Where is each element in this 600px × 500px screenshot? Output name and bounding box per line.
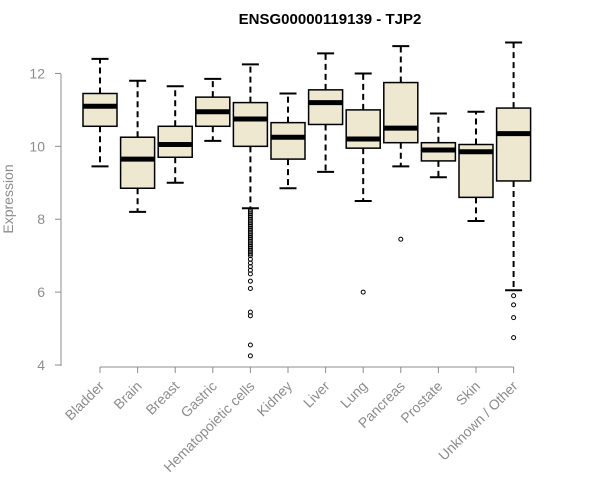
- y-tick-label: 4: [37, 357, 45, 373]
- outlier-point: [247, 342, 253, 348]
- box-liver: [307, 52, 344, 173]
- box-bladder: [82, 57, 118, 168]
- x-tick-label: Kidney: [254, 378, 296, 420]
- x-tick-label: Brain: [110, 378, 144, 412]
- outlier-point: [360, 289, 366, 295]
- box-pancreas: [383, 45, 419, 242]
- y-axis-ticks: 4 6 8 10 12: [29, 65, 61, 373]
- outlier-point: [398, 236, 404, 242]
- box-iqr: [232, 101, 269, 148]
- outlier-point: [247, 313, 253, 319]
- box-iqr: [119, 136, 156, 189]
- x-tick-label: Bladder: [62, 378, 108, 424]
- box-brain: [119, 79, 156, 213]
- y-tick-label: 6: [37, 284, 45, 300]
- outlier-point: [511, 335, 517, 341]
- box-series: [82, 41, 532, 359]
- box-lung: [345, 72, 381, 295]
- outlier-point: [247, 251, 253, 257]
- x-tick-label: Lung: [337, 378, 370, 411]
- x-tick-label: Prostate: [397, 378, 445, 426]
- outlier-point: [511, 293, 517, 299]
- box-prostate: [420, 112, 457, 179]
- outlier-point: [247, 353, 253, 359]
- x-tick-label: Breast: [142, 378, 182, 418]
- box-iqr: [82, 92, 118, 128]
- outlier-point: [247, 271, 253, 277]
- y-tick-label: 10: [29, 138, 45, 154]
- outlier-point: [511, 315, 517, 321]
- box-hematopoietic-cells: [232, 63, 269, 359]
- outlier-point: [511, 302, 517, 308]
- box-iqr: [495, 107, 532, 182]
- box-iqr: [270, 121, 306, 160]
- x-tick-label: Skin: [453, 378, 484, 409]
- box-iqr: [157, 125, 193, 159]
- box-skin: [458, 110, 494, 223]
- outlier-point: [247, 285, 253, 291]
- y-axis-label: Expression: [0, 164, 16, 233]
- chart-title: ENSG00000119139 - TJP2: [239, 11, 422, 28]
- x-tick-label: Liver: [300, 378, 333, 411]
- box-breast: [157, 85, 193, 184]
- y-tick-label: 8: [37, 211, 45, 227]
- outlier-point: [247, 278, 253, 284]
- box-iqr: [383, 81, 419, 144]
- box-gastric: [195, 77, 231, 142]
- box-unknown-other: [495, 41, 532, 341]
- box-kidney: [270, 92, 306, 190]
- box-iqr: [307, 89, 344, 126]
- box-iqr: [345, 109, 381, 149]
- y-tick-label: 12: [29, 65, 45, 81]
